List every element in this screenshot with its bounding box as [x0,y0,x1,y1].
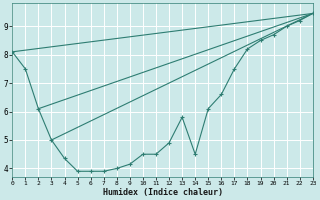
X-axis label: Humidex (Indice chaleur): Humidex (Indice chaleur) [102,188,222,197]
